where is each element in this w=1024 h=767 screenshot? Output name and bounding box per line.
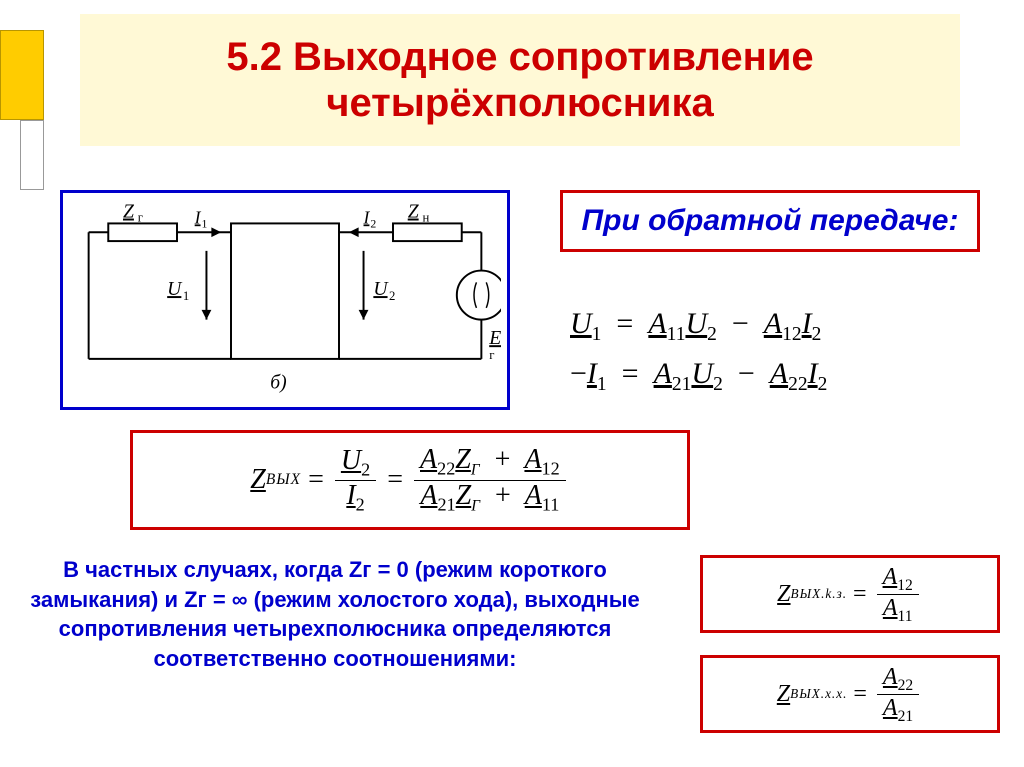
small-equation-1: ZВЫХ.k.з. = A12 A11 (700, 555, 1000, 633)
slide-title-box: 5.2 Выходное сопротивление четырёхполюсн… (80, 14, 960, 146)
subtitle-box: При обратной передаче: (560, 190, 980, 252)
equation-line-2: −I1 = A21U2 − A22I2 (570, 350, 990, 400)
note-text: В частных случаях, когда Zг = 0 (режим к… (20, 555, 650, 674)
slide-title: 5.2 Выходное сопротивление четырёхполюсн… (110, 34, 930, 126)
svg-text:1: 1 (183, 289, 189, 303)
equation-line-1: U1 = A11U2 − A12I2 (570, 300, 990, 350)
svg-text:н: н (422, 210, 429, 224)
svg-text:Z: Z (123, 202, 135, 223)
svg-text:б): б) (270, 372, 286, 393)
fraction-2: A22ZГ + A12 A21ZГ + A11 (414, 445, 566, 515)
decoration-yellow-block (0, 30, 44, 120)
decoration-white-block (20, 120, 44, 190)
equations-right: U1 = A11U2 − A12I2 −I1 = A21U2 − A22I2 (570, 300, 990, 400)
small-equation-2: ZВЫХ.х.х. = A22 A21 (700, 655, 1000, 733)
subtitle-text: При обратной передаче: (571, 203, 969, 239)
svg-text:г: г (138, 210, 143, 224)
main-equation-box: ZВЫХ = U2 I2 = A22ZГ + A12 A21ZГ + A11 (130, 430, 690, 530)
svg-text:Z: Z (408, 202, 420, 223)
svg-text:I: I (194, 207, 202, 227)
svg-text:U: U (373, 279, 389, 300)
svg-text:E: E (488, 328, 501, 349)
svg-text:2: 2 (370, 217, 376, 230)
svg-text:г: г (489, 348, 494, 362)
svg-text:1: 1 (202, 217, 208, 230)
svg-text:I: I (363, 207, 371, 227)
svg-text:2: 2 (389, 289, 395, 303)
circuit-svg: Z г Z н I 1 I 2 U 1 U 2 E г б) (69, 199, 501, 401)
circuit-diagram: Z г Z н I 1 I 2 U 1 U 2 E г б) (60, 190, 510, 410)
svg-text:U: U (167, 279, 183, 300)
fraction-1: U2 I2 (335, 446, 376, 514)
